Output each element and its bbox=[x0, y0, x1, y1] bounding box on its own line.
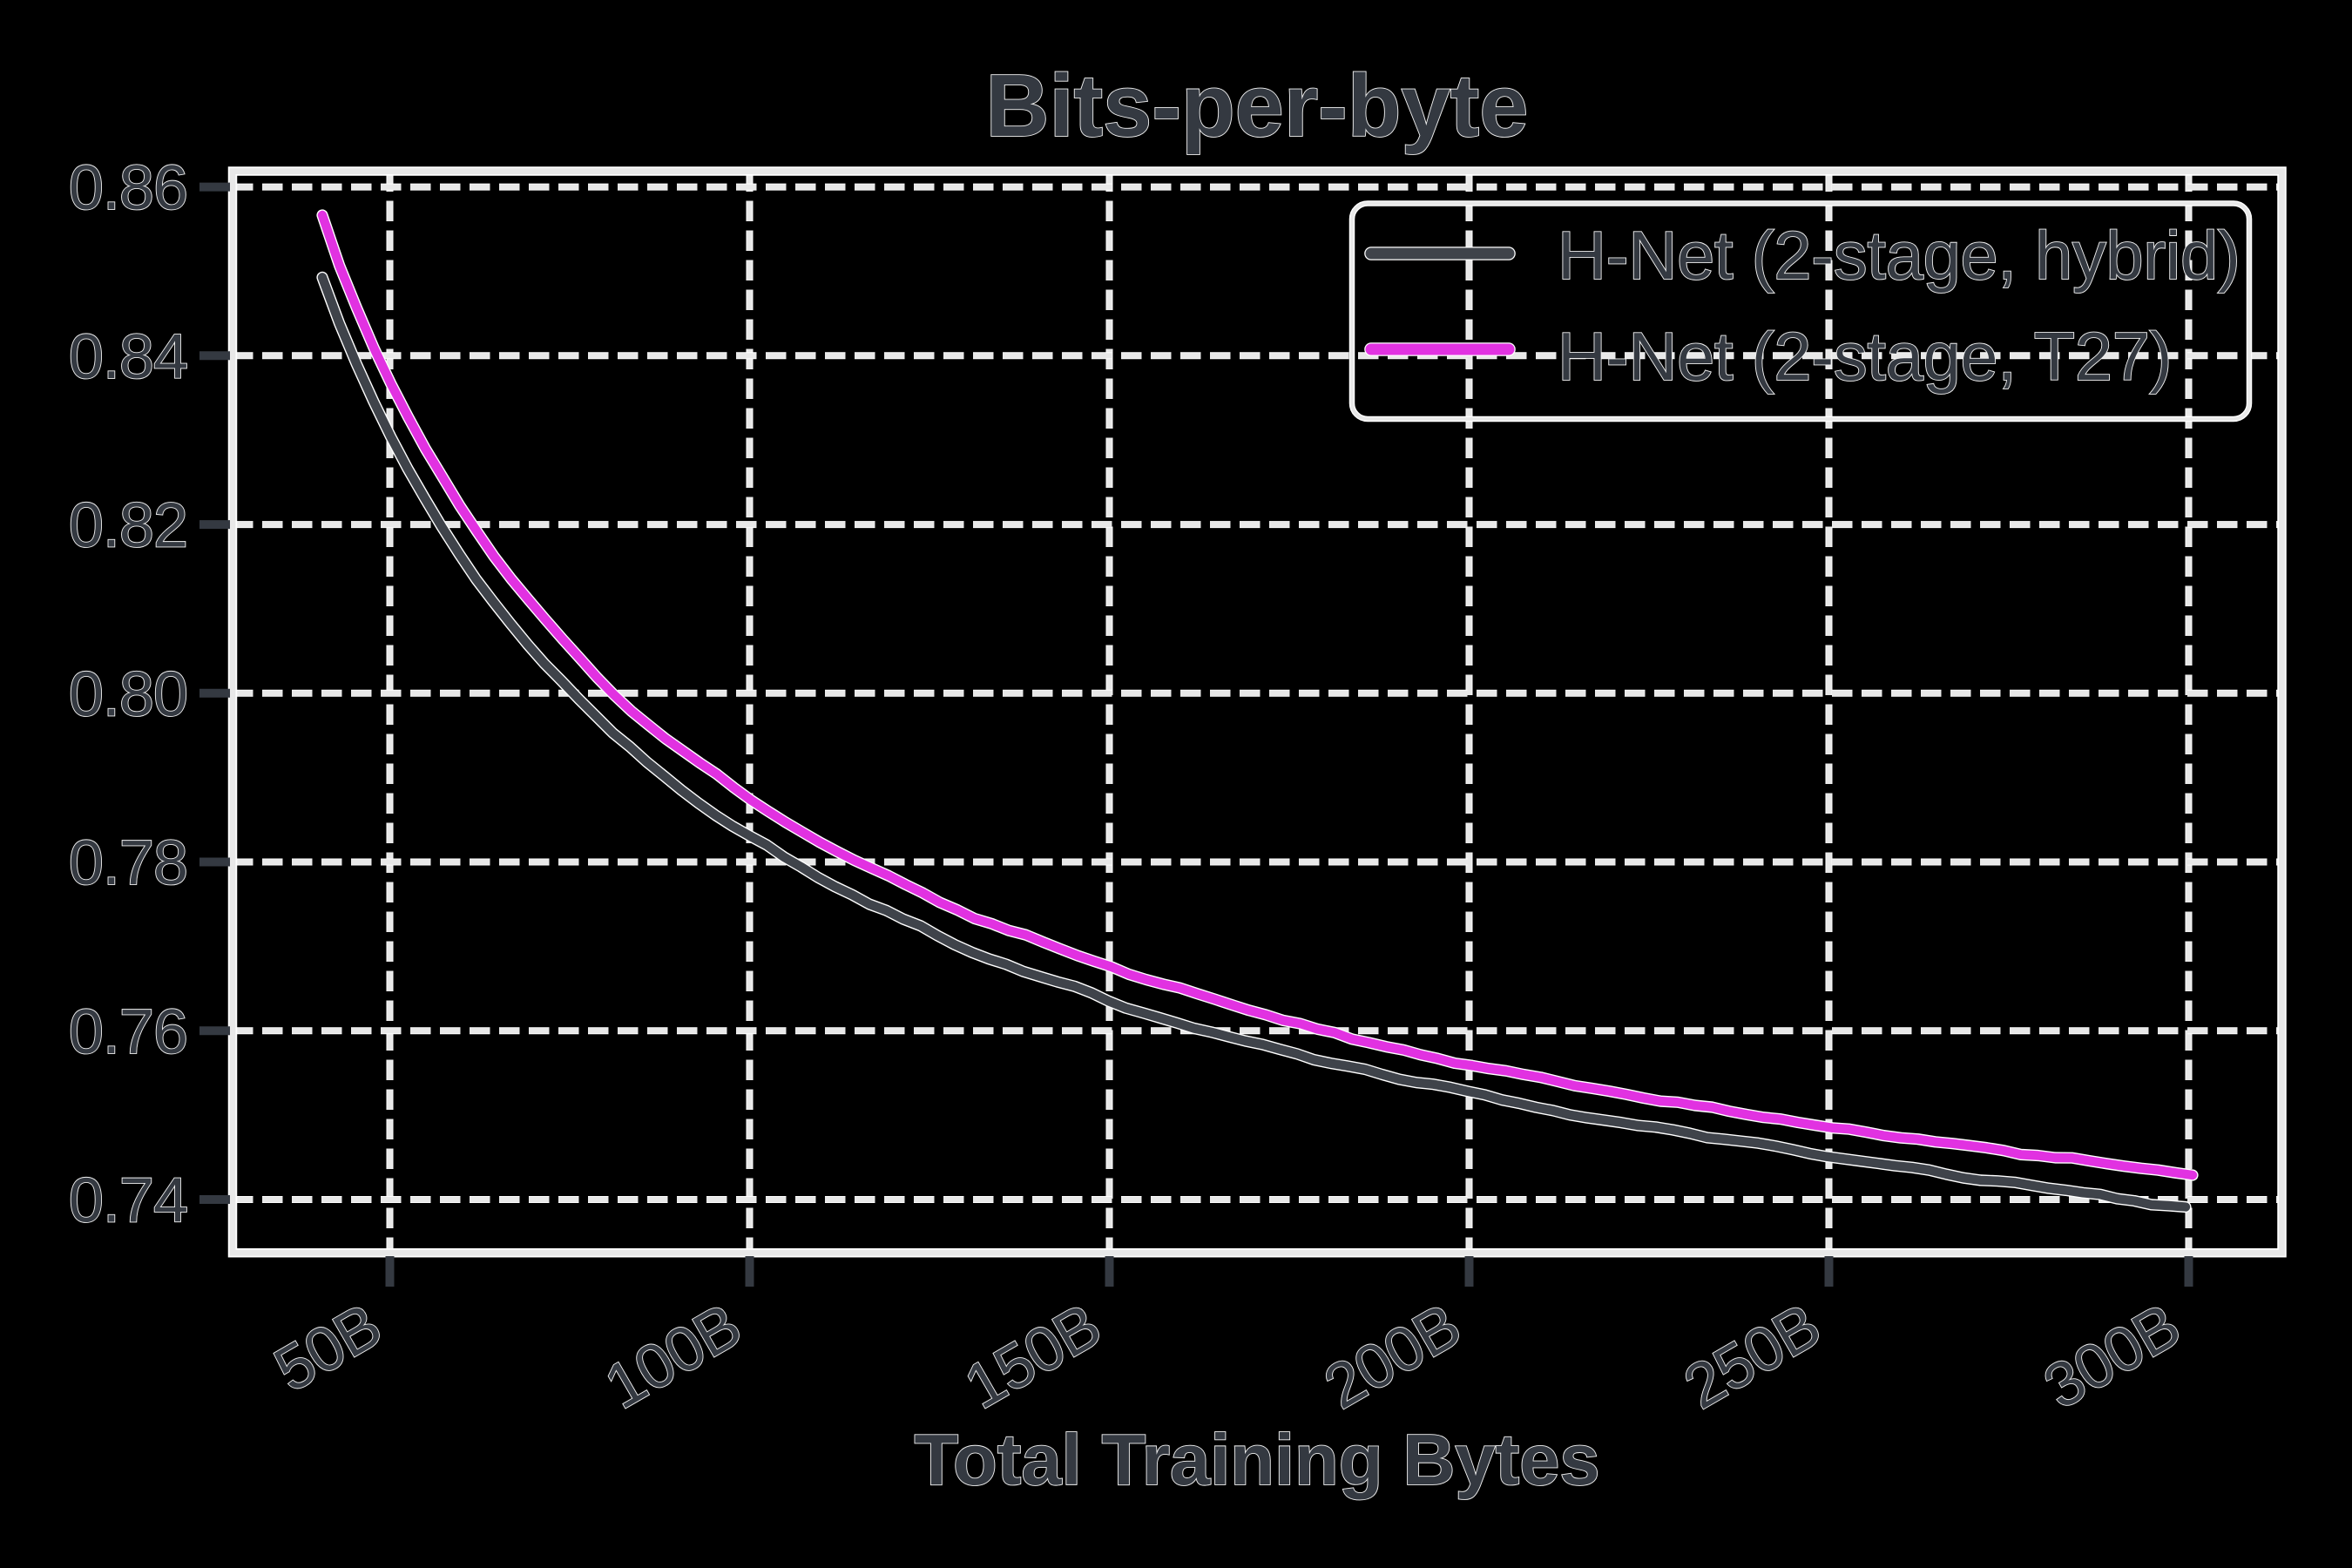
svg-text:H-Net (2-stage, T27): H-Net (2-stage, T27) bbox=[1558, 320, 2172, 395]
svg-text:0.80: 0.80 bbox=[69, 659, 187, 729]
svg-text:Total Training Bytes: Total Training Bytes bbox=[914, 1419, 1599, 1500]
svg-text:Bits-per-byte: Bits-per-byte bbox=[986, 57, 1529, 155]
svg-text:0.76: 0.76 bbox=[69, 997, 187, 1067]
svg-text:0.74: 0.74 bbox=[69, 1166, 187, 1236]
svg-text:0.84: 0.84 bbox=[69, 322, 187, 392]
svg-text:H-Net (2-stage, hybrid): H-Net (2-stage, hybrid) bbox=[1558, 219, 2240, 294]
svg-text:0.78: 0.78 bbox=[69, 828, 187, 898]
svg-text:0.82: 0.82 bbox=[69, 491, 187, 561]
svg-text:0.86: 0.86 bbox=[69, 153, 187, 223]
